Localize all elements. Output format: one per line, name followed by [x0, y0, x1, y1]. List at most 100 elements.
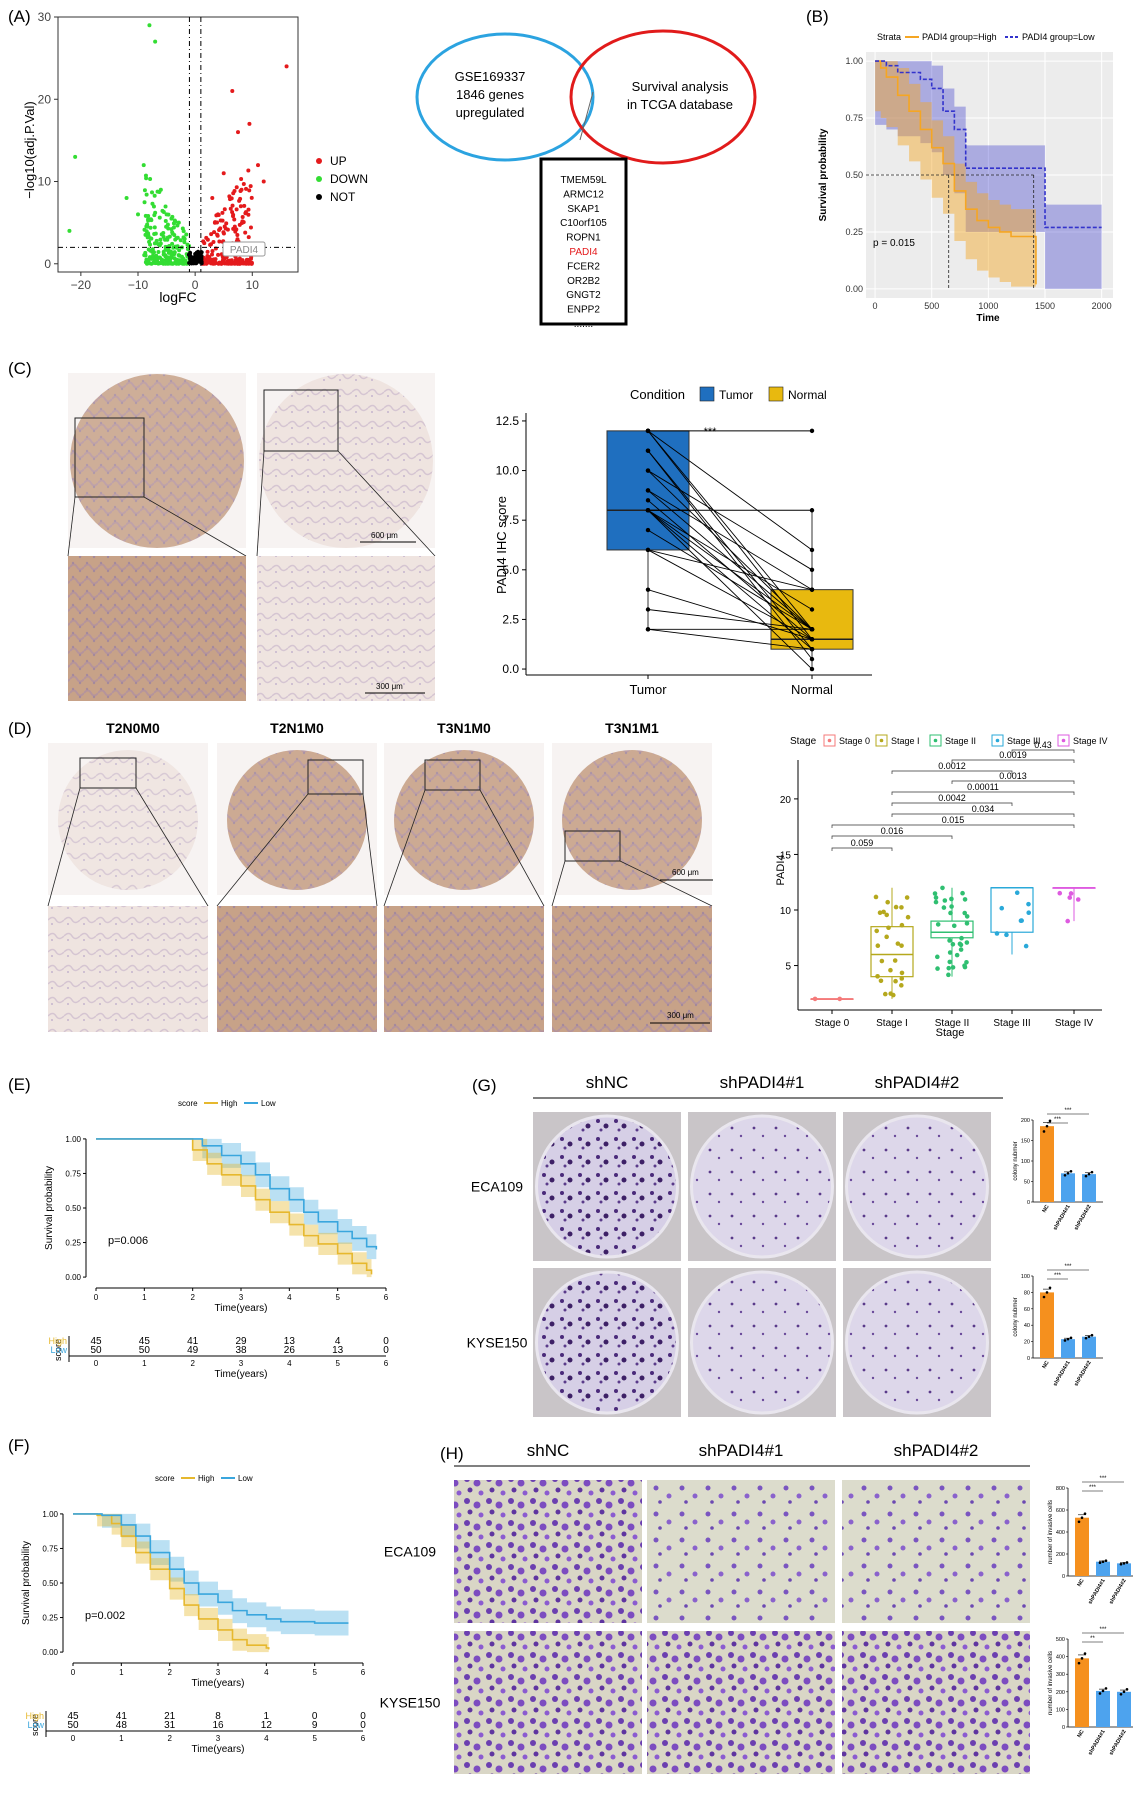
- box-d-point: [885, 899, 890, 905]
- invasion-panel: shNC shPADI4#1 shPADI4#2ECA109020040060080…: [380, 1441, 1133, 1774]
- box-c-point: [809, 547, 815, 553]
- km-b-x-tick-label: 1500: [1035, 301, 1055, 311]
- invasion-image: [454, 1480, 642, 1623]
- volcano-point-up: [239, 177, 244, 182]
- box-d-legend-label: Stage II: [945, 736, 976, 746]
- volcano-point-down: [179, 259, 184, 264]
- box-d-point: [881, 909, 886, 915]
- invasion-bar-y-tick-label: 400: [1056, 1530, 1065, 1536]
- legend-up-dot: [316, 158, 322, 164]
- km-b-legend-low: PADI4 group=Low: [1022, 32, 1095, 42]
- volcano-point-up: [243, 211, 248, 216]
- volcano-point-down: [163, 219, 168, 224]
- km-b-ylabel: Survival probability: [818, 128, 829, 221]
- km-b-line-low: [875, 60, 1102, 229]
- km-e-risk-value: 0: [383, 1345, 389, 1356]
- invasion-bar-y-tick-label: 300: [1056, 1672, 1065, 1678]
- volcano-point-up: [235, 233, 240, 238]
- box-d-point: [935, 966, 940, 971]
- box-c-point: [645, 448, 651, 453]
- km-e-x-tick-label: 2: [190, 1293, 195, 1302]
- km-e-risk-value: 29: [235, 1336, 247, 1347]
- box-d-point: [1023, 943, 1029, 949]
- volcano-point-down: [161, 234, 166, 239]
- ihc-c-scalebar-1-label: 600 μm: [371, 531, 398, 540]
- box-c-point: [645, 527, 651, 533]
- km-e-risk-value: 50: [139, 1345, 151, 1356]
- km-b-legend-title: Strata: [877, 32, 901, 42]
- volcano-point-down: [170, 214, 175, 219]
- box-c-pair-line: [647, 509, 813, 670]
- box-d-legend-label: Stage IV: [1073, 736, 1108, 746]
- box-d-point: [874, 928, 880, 934]
- box-d-pvalue: 0.016: [881, 826, 904, 836]
- volcano-point-up: [218, 260, 223, 265]
- km-e-legend-title: score: [178, 1099, 198, 1108]
- km-f-risk-x-tick-label: 1: [119, 1734, 124, 1743]
- volcano-point-down: [153, 39, 158, 44]
- box-d-point: [904, 895, 910, 900]
- invasion-bar-point: [1083, 1512, 1087, 1515]
- box-d-point: [1068, 891, 1074, 896]
- volcano-point-up: [231, 226, 236, 231]
- volcano-point-down: [144, 224, 149, 229]
- box-d-legend-swatch: [823, 734, 836, 747]
- box-d-point: [895, 941, 901, 946]
- box-c-point: [809, 587, 815, 592]
- km-b-pvalue: p = 0.015: [873, 238, 915, 249]
- volcano-point-up: [209, 257, 214, 262]
- km-f-risk-value: 0: [312, 1711, 318, 1722]
- volcano-point-up: [225, 227, 230, 232]
- volcano-point-up: [221, 259, 226, 264]
- box-d-point: [950, 965, 956, 970]
- box-c-plot: 0.0 2.5 5.0 7.5 10.0 12.5 Tumor Normal: [496, 413, 872, 697]
- box-d-legend-swatch: [1057, 734, 1070, 747]
- volcano-point-up: [247, 121, 252, 126]
- volcano-point-down: [165, 255, 170, 260]
- venn-right-line-1: Survival analysis: [632, 79, 729, 94]
- volcano-point-up: [204, 235, 209, 240]
- box-d-point: [954, 952, 960, 958]
- box-d-bracket: [831, 835, 953, 839]
- box-d-bracket: [831, 847, 893, 851]
- colony-bar-point: [1048, 1119, 1052, 1123]
- ihc-d-core: [58, 750, 198, 890]
- volcano-y-tick-label: 10: [38, 175, 52, 189]
- volcano-point-up: [216, 212, 220, 217]
- invasion-bar-category: NC: [1077, 1578, 1086, 1588]
- invasion-bar-point: [1119, 1562, 1123, 1566]
- volcano-point-up: [246, 212, 251, 217]
- box-d-legend-swatch: [875, 734, 888, 747]
- km-f-x-tick-label: 1: [119, 1668, 124, 1677]
- panel-d: (D) T2N0M0 T2N1M0 T3N1M0 T3N1M1 600 μm 300 μm…: [8, 719, 1108, 1039]
- box-d-point: [1004, 932, 1009, 938]
- box-c-y-tick-label: 2.5: [502, 612, 519, 626]
- invasion-bar-point: [1101, 1560, 1105, 1563]
- volcano-point-up: [212, 230, 217, 235]
- box-d-y-tick-label: 10: [780, 906, 792, 917]
- km-b-x-tick-label: 1000: [978, 301, 998, 311]
- volcano-point-up: [239, 187, 244, 192]
- km-e-x-tick-label: 6: [384, 1293, 389, 1302]
- volcano-point-down: [171, 225, 176, 230]
- colony-bar-y-tick-label: 150: [1021, 1139, 1030, 1145]
- volcano-point-down: [142, 253, 147, 258]
- invasion-bar-ylabel: number of invasive cells: [1048, 1500, 1054, 1564]
- colony-bar-point: [1045, 1124, 1049, 1128]
- volcano-point-up: [211, 260, 216, 265]
- ihc-d-scalebar-2-label: 300 μm: [667, 1011, 694, 1020]
- box-d-point: [1065, 918, 1071, 924]
- km-e-ci-high: [96, 1138, 372, 1278]
- colony-panel: shNC shPADI4#1 shPADI4#2ECA109050100150200…: [467, 1073, 1103, 1417]
- box-d-point: [962, 897, 968, 902]
- volcano-point-up: [211, 240, 216, 245]
- volcano-point-up: [226, 261, 231, 266]
- km-f-x-tick-label: 3: [216, 1668, 221, 1677]
- box-c-pair-line: [647, 490, 813, 591]
- colony-bar-point: [1069, 1169, 1073, 1173]
- km-e-x-tick-label: 5: [335, 1293, 340, 1302]
- box-d-pvalue: 0.059: [851, 838, 874, 848]
- volcano-point-down: [163, 204, 168, 209]
- colony-bar-ylabel: colony nubmer: [1013, 1297, 1019, 1336]
- km-e-risk-value: 41: [187, 1336, 199, 1347]
